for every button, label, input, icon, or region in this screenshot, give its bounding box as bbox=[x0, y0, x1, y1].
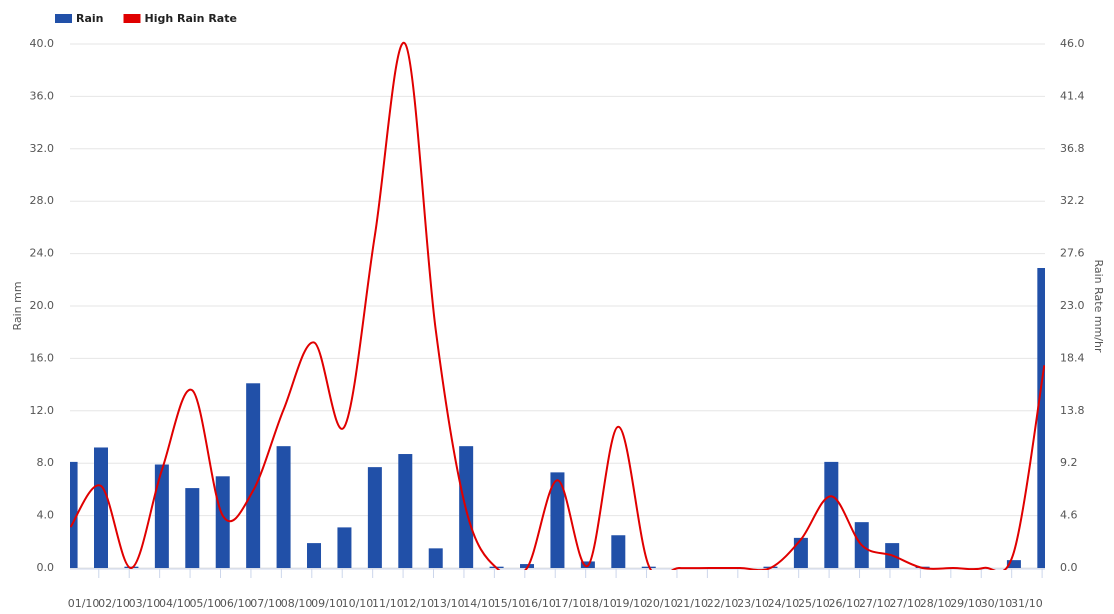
y-tick-label: 24.0 bbox=[30, 247, 55, 260]
bar bbox=[246, 383, 261, 568]
x-tick-label: 27/10 bbox=[859, 597, 891, 610]
x-tick-label: 15/10 bbox=[494, 597, 526, 610]
x-tick-label: 29/10 bbox=[950, 597, 982, 610]
x-tick-label: 25/10 bbox=[798, 597, 830, 610]
x-tick-label: 31/10 bbox=[1011, 597, 1043, 610]
y2-axis-title: Rain Rate mm/hr bbox=[1092, 259, 1105, 352]
bar bbox=[307, 543, 322, 568]
bar bbox=[793, 537, 808, 568]
y-tick-label: 4.0 bbox=[37, 509, 55, 522]
x-tick-label: 19/10 bbox=[615, 597, 647, 610]
y-tick-label: 32.0 bbox=[30, 142, 55, 155]
x-tick-label: 22/10 bbox=[707, 597, 739, 610]
x-tick-label: 08/10 bbox=[281, 597, 313, 610]
bar bbox=[1037, 268, 1045, 568]
bar bbox=[276, 446, 291, 568]
x-tick-label: 03/10 bbox=[129, 597, 161, 610]
bar bbox=[611, 535, 626, 568]
y-tick-label: 36.0 bbox=[30, 89, 55, 102]
line bbox=[70, 41, 1045, 570]
y-tick-label: 16.0 bbox=[30, 351, 55, 364]
y2-tick-label: 0.0 bbox=[1060, 561, 1078, 574]
bar bbox=[1006, 560, 1021, 568]
bar bbox=[215, 476, 230, 568]
x-tick-label: 06/10 bbox=[220, 597, 252, 610]
y-tick-label: 12.0 bbox=[30, 404, 55, 417]
y-tick-label: 0.0 bbox=[37, 561, 55, 574]
x-tick-label: 14/10 bbox=[463, 597, 495, 610]
x-tick-label: 26/10 bbox=[828, 597, 860, 610]
x-tick-label: 12/10 bbox=[402, 597, 434, 610]
legend-swatch bbox=[55, 14, 72, 23]
y-axis-title: Rain mm bbox=[11, 281, 24, 330]
plot-area bbox=[70, 41, 1045, 570]
y-tick-label: 40.0 bbox=[30, 37, 55, 50]
x-tick-label: 10/10 bbox=[342, 597, 374, 610]
x-tick-label: 13/10 bbox=[433, 597, 465, 610]
x-tick-label: 21/10 bbox=[676, 597, 708, 610]
bar bbox=[428, 548, 443, 568]
x-tick-label: 05/10 bbox=[189, 597, 221, 610]
x-tick-label: 17/10 bbox=[555, 597, 587, 610]
y-tick-label: 20.0 bbox=[30, 299, 55, 312]
y2-tick-label: 23.0 bbox=[1060, 299, 1085, 312]
y2-tick-label: 36.8 bbox=[1060, 142, 1085, 155]
x-tick-label: 16/10 bbox=[524, 597, 556, 610]
x-tick-label: 02/10 bbox=[98, 597, 130, 610]
y2-tick-label: 18.4 bbox=[1060, 351, 1085, 364]
x-tick-label: 04/10 bbox=[159, 597, 191, 610]
x-tick-label: 30/10 bbox=[981, 597, 1013, 610]
bar bbox=[154, 464, 169, 568]
bar bbox=[550, 472, 565, 568]
legend-label: Rain bbox=[76, 12, 104, 25]
x-tick-label: 18/10 bbox=[585, 597, 617, 610]
bar bbox=[824, 461, 839, 568]
x-tick-label: 09/10 bbox=[311, 597, 343, 610]
legend-label: High Rain Rate bbox=[145, 12, 237, 25]
y2-tick-label: 9.2 bbox=[1060, 456, 1078, 469]
x-tick-label: 24/10 bbox=[768, 597, 800, 610]
y2-tick-label: 41.4 bbox=[1060, 89, 1085, 102]
y-tick-label: 28.0 bbox=[30, 194, 55, 207]
x-tick-label: 01/10 bbox=[68, 597, 100, 610]
bar bbox=[185, 488, 200, 568]
bar bbox=[94, 447, 108, 568]
bar bbox=[520, 564, 535, 568]
legend: Rain High Rain Rate bbox=[55, 12, 237, 25]
bar bbox=[398, 454, 413, 568]
legend-swatch bbox=[123, 14, 141, 23]
x-tick-label: 11/10 bbox=[372, 597, 404, 610]
x-tick-label: 27/10 bbox=[889, 597, 921, 610]
x-tick-label: 07/10 bbox=[250, 597, 282, 610]
y2-tick-label: 46.0 bbox=[1060, 37, 1085, 50]
y-tick-label: 8.0 bbox=[37, 456, 55, 469]
bar bbox=[70, 461, 78, 568]
y2-tick-label: 32.2 bbox=[1060, 194, 1085, 207]
y2-tick-label: 27.6 bbox=[1060, 247, 1085, 260]
bar bbox=[367, 467, 382, 568]
bar bbox=[337, 527, 352, 568]
x-tick-label: 20/10 bbox=[646, 597, 678, 610]
y2-tick-label: 4.6 bbox=[1060, 509, 1078, 522]
y2-tick-label: 13.8 bbox=[1060, 404, 1085, 417]
x-tick-label: 23/10 bbox=[737, 597, 769, 610]
x-tick-label: 28/10 bbox=[920, 597, 952, 610]
